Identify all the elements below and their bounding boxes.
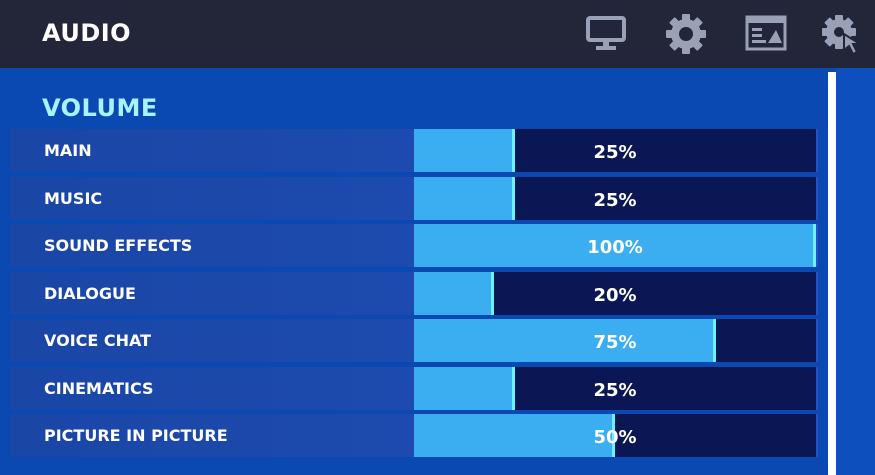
row-picture-in-picture: PICTURE IN PICTURE 50% [10, 414, 818, 457]
scrollbar[interactable] [828, 72, 836, 475]
section-title-volume: VOLUME [42, 94, 158, 122]
row-label: SOUND EFFECTS [44, 236, 193, 255]
slider-fill [414, 224, 816, 267]
volume-rows: MAIN 25% MUSIC 25% SOUND EFFECTS 100% DI… [10, 129, 818, 462]
slider-value: 25% [593, 189, 637, 211]
touch-gear-icon[interactable] [820, 12, 864, 56]
slider-music[interactable]: 25% [414, 176, 816, 220]
layout-icon[interactable] [744, 12, 788, 56]
row-label: CINEMATICS [44, 378, 154, 398]
slider-value: 100% [587, 237, 643, 258]
row-label: PICTURE IN PICTURE [44, 426, 228, 445]
slider-main[interactable]: 25% [414, 129, 816, 172]
slider-fill [414, 271, 495, 315]
row-music: MUSIC 25% [10, 176, 818, 220]
row-main: MAIN 25% [10, 129, 818, 172]
page-title: AUDIO [42, 19, 132, 47]
slider-value: 25% [593, 142, 637, 163]
slider-fill [414, 129, 515, 172]
top-bar: AUDIO [0, 0, 875, 68]
slider-value: 50% [593, 427, 637, 448]
right-strip [836, 68, 875, 475]
slider-fill [414, 414, 615, 457]
slider-value: 20% [593, 284, 637, 306]
row-sound-effects: SOUND EFFECTS 100% [10, 224, 818, 267]
slider-cinematics[interactable]: 25% [414, 366, 816, 410]
slider-voice-chat[interactable]: 75% [414, 319, 816, 362]
slider-fill [414, 319, 716, 362]
monitor-icon[interactable] [584, 12, 628, 56]
slider-value: 75% [593, 332, 637, 353]
slider-fill [414, 176, 515, 220]
row-label: VOICE CHAT [44, 331, 152, 350]
slider-fill [414, 366, 515, 410]
row-voice-chat: VOICE CHAT 75% [10, 319, 818, 362]
row-dialogue: DIALOGUE 20% [10, 271, 818, 315]
row-label: MUSIC [44, 188, 103, 208]
gear-icon[interactable] [664, 12, 708, 56]
slider-picture-in-picture[interactable]: 50% [414, 414, 816, 457]
row-label: DIALOGUE [44, 283, 136, 303]
slider-value: 25% [593, 379, 637, 401]
slider-dialogue[interactable]: 20% [414, 271, 816, 315]
row-cinematics: CINEMATICS 25% [10, 366, 818, 410]
row-label: MAIN [44, 141, 92, 160]
slider-sound-effects[interactable]: 100% [414, 224, 816, 267]
